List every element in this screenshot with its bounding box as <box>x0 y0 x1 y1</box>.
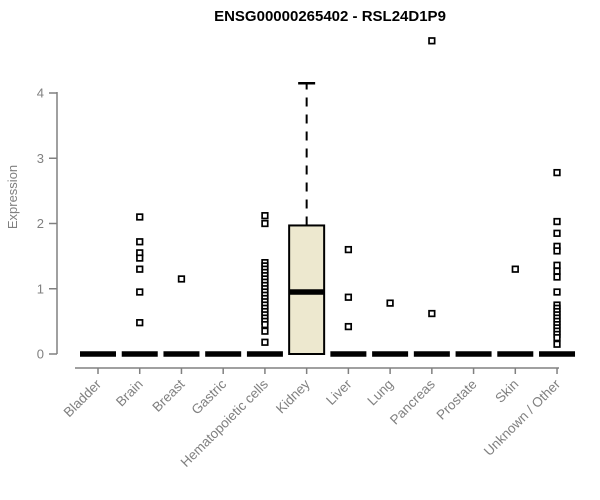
outlier-point <box>511 265 519 273</box>
chart-title: ENSG00000265402 - RSL24D1P9 <box>214 8 446 25</box>
zero-median-bar <box>497 351 534 357</box>
outlier-point <box>261 219 269 228</box>
outlier-point <box>553 261 561 269</box>
outlier-point <box>553 267 561 275</box>
outlier-point <box>386 299 394 307</box>
outlier-point <box>553 288 561 296</box>
y-tick-label: 0 <box>37 347 44 362</box>
outlier-point <box>553 168 561 177</box>
outlier-point <box>136 213 144 221</box>
outlier-point <box>136 288 144 296</box>
zero-median-bar <box>372 351 409 357</box>
outlier-point <box>344 293 353 301</box>
outlier-point <box>136 238 144 246</box>
x-category-label: Breast <box>149 376 187 414</box>
outlier-point <box>261 338 269 346</box>
x-category-label: Bladder <box>61 376 105 420</box>
outlier-point <box>261 320 269 329</box>
outlier-point <box>261 212 269 220</box>
outlier-point <box>428 37 436 45</box>
outlier-point <box>553 273 561 281</box>
x-category-label: Kidney <box>273 376 313 416</box>
zero-median-bar <box>121 351 158 357</box>
outlier-point <box>136 319 144 327</box>
x-category-label: Pancreas <box>387 376 438 427</box>
outlier-point <box>428 309 436 318</box>
y-tick-label: 4 <box>37 86 44 101</box>
x-category-label: Brain <box>113 377 146 410</box>
y-tick-label: 3 <box>37 151 44 166</box>
outlier-point <box>261 327 269 335</box>
x-category-label: Unknown / Other <box>481 376 564 459</box>
outlier-point <box>344 245 353 254</box>
outlier-points <box>136 37 561 348</box>
zero-median-bar <box>205 351 242 357</box>
outlier-point <box>136 254 144 262</box>
y-axis-title: Expression <box>5 165 20 229</box>
zero-median-bar <box>246 351 283 357</box>
zero-median-bar <box>539 351 576 357</box>
x-category-label: Gastric <box>188 376 229 417</box>
outlier-point <box>553 334 561 342</box>
boxplot-series <box>80 81 576 357</box>
outlier-point <box>553 217 561 226</box>
x-category-label: Skin <box>492 377 521 406</box>
zero-median-bar <box>80 351 116 357</box>
outlier-point <box>553 229 561 237</box>
y-tick-label: 1 <box>37 281 44 296</box>
zero-median-bar <box>330 351 367 357</box>
zero-median-bar <box>455 351 492 357</box>
y-tick-label: 2 <box>37 216 44 231</box>
zero-median-bar <box>163 351 200 357</box>
zero-median-bar <box>413 351 450 357</box>
outlier-point <box>553 247 561 255</box>
x-category-label: Prostate <box>434 377 480 423</box>
outlier-point <box>136 265 144 273</box>
y-axis: 0 1 2 3 4 <box>37 86 58 362</box>
outlier-point <box>177 275 186 283</box>
x-category-label: Lung <box>364 377 396 409</box>
x-category-label: Liver <box>323 376 355 408</box>
outlier-point <box>344 322 353 331</box>
median-line <box>289 289 325 295</box>
outlier-point <box>553 340 561 348</box>
